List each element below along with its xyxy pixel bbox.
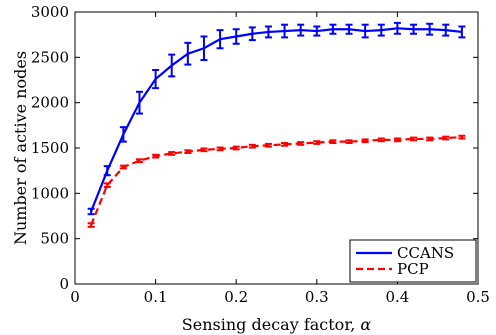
y-tick-label: 1000: [31, 184, 69, 202]
y-axis-label: Number of active nodes: [11, 51, 30, 245]
y-tick-label: 2500: [31, 48, 69, 66]
x-tick-label: 0.4: [385, 288, 409, 306]
x-tick-label: 0.1: [144, 288, 168, 306]
y-tick-label: 2000: [31, 94, 69, 112]
y-tick-label: 500: [40, 230, 69, 248]
y-tick-label: 1500: [31, 139, 69, 157]
x-tick-label: 0.3: [305, 288, 329, 306]
series-pcp: [88, 136, 466, 227]
series-layer: [88, 23, 466, 227]
series-ccans: [88, 23, 466, 214]
y-tick-label: 3000: [31, 3, 69, 21]
legend-label: PCP: [397, 260, 429, 278]
x-tick-label: 0: [70, 288, 80, 306]
x-tick-label: 0.2: [224, 288, 248, 306]
x-axis-label: Sensing decay factor, α: [182, 315, 372, 334]
y-tick-label: 0: [59, 275, 69, 293]
x-tick-label: 0.5: [466, 288, 490, 306]
series-line-ccans: [91, 28, 462, 211]
series-line-pcp: [91, 137, 462, 225]
